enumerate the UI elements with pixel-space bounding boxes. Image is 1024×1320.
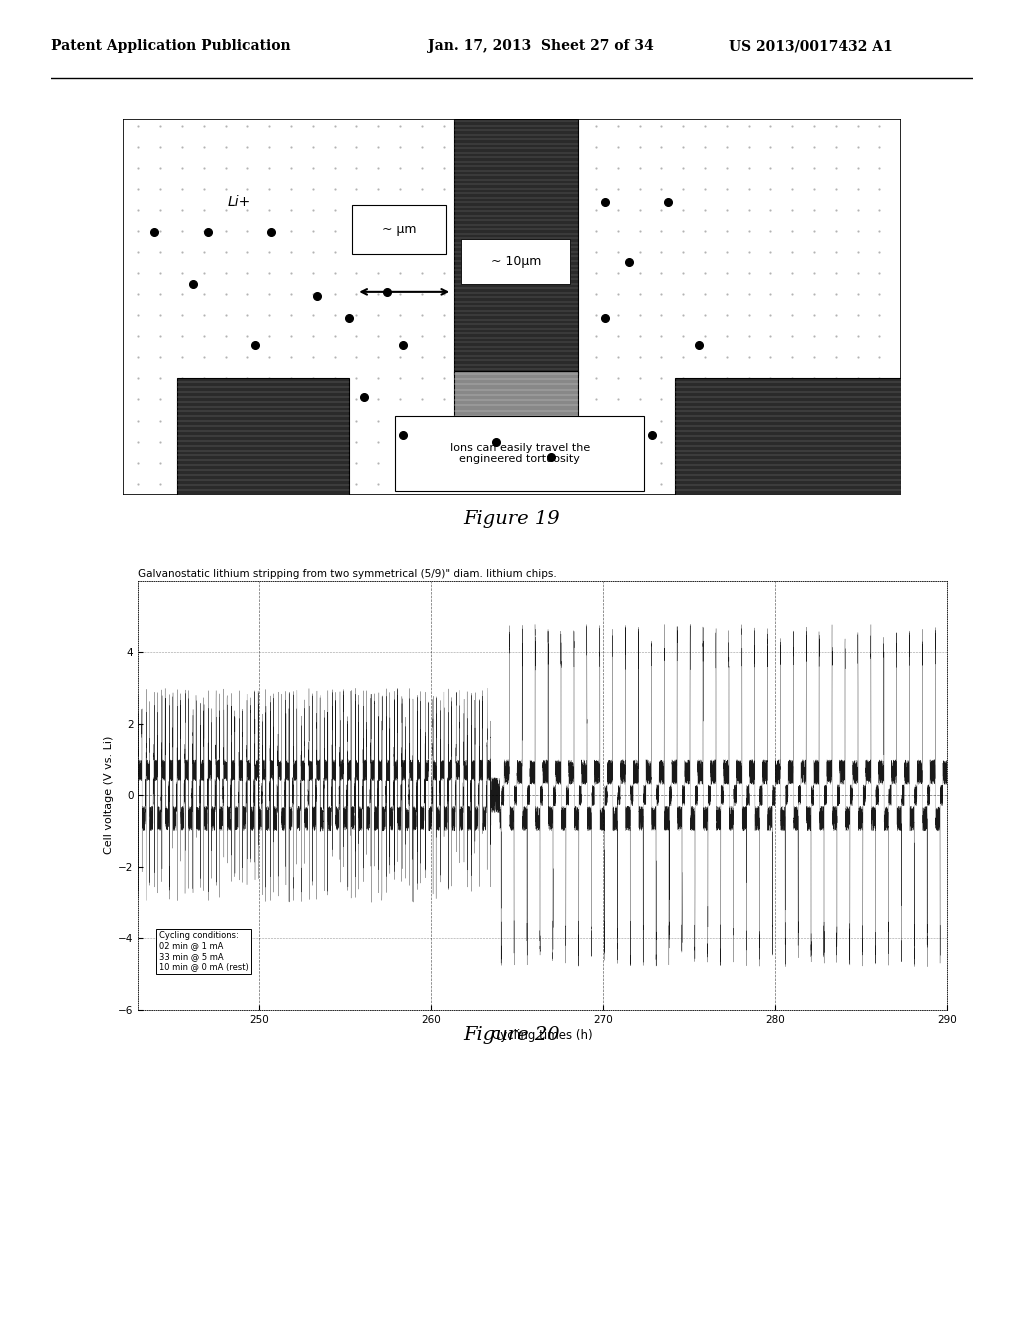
Bar	[352, 206, 445, 255]
Bar	[454, 119, 579, 375]
Text: ~ μm: ~ μm	[382, 223, 417, 236]
Bar	[462, 239, 570, 284]
Text: Figure 20: Figure 20	[464, 1026, 560, 1044]
Text: Cycling conditions:
02 min @ 1 mA
33 min @ 5 mA
10 min @ 0 mA (rest): Cycling conditions: 02 min @ 1 mA 33 min…	[159, 931, 249, 972]
Text: Patent Application Publication: Patent Application Publication	[51, 40, 291, 53]
Bar	[676, 379, 901, 495]
Text: Ions can easily travel the
engineered tortuosity: Ions can easily travel the engineered to…	[450, 442, 590, 465]
Text: Galvanostatic lithium stripping from two symmetrical (5/9)" diam. lithium chips.: Galvanostatic lithium stripping from two…	[138, 569, 557, 578]
Bar	[395, 416, 644, 491]
Text: ~ 10μm: ~ 10μm	[490, 255, 541, 268]
Bar	[177, 379, 348, 495]
Text: US 2013/0017432 A1: US 2013/0017432 A1	[729, 40, 893, 53]
X-axis label: Cycling times (h): Cycling times (h)	[493, 1028, 593, 1041]
Y-axis label: Cell voltage (V vs. Li): Cell voltage (V vs. Li)	[103, 737, 114, 854]
Text: Jan. 17, 2013  Sheet 27 of 34: Jan. 17, 2013 Sheet 27 of 34	[428, 40, 653, 53]
Text: Figure 19: Figure 19	[464, 510, 560, 528]
Bar	[454, 371, 579, 420]
Text: Li+: Li+	[228, 194, 251, 209]
